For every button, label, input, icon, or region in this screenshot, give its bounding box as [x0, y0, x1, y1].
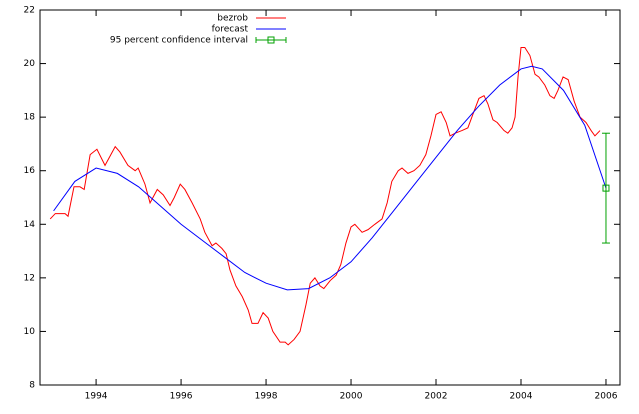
series-line	[53, 65, 607, 291]
x-tick-label: 1998	[255, 392, 278, 402]
x-tick-label: 2002	[425, 392, 448, 402]
plot-border	[39, 9, 621, 386]
x-tick-label: 2006	[595, 392, 618, 402]
x-tick-label: 1996	[170, 392, 193, 402]
x-tick-label: 2000	[340, 392, 363, 402]
y-tick-label: 12	[24, 273, 35, 283]
y-tick-label: 20	[24, 59, 36, 69]
y-tick-label: 8	[29, 381, 35, 391]
y-tick-label: 18	[24, 113, 36, 123]
y-tick-label: 10	[24, 327, 36, 337]
legend-marker	[267, 36, 275, 44]
point-marker	[602, 184, 610, 192]
y-tick-label: 16	[24, 166, 36, 176]
y-tick-label: 22	[24, 6, 35, 16]
x-tick-label: 1994	[85, 392, 108, 402]
legend-label: bezrob	[217, 14, 248, 24]
legend-label: forecast	[212, 25, 249, 35]
series-line	[49, 47, 601, 346]
y-tick-label: 14	[24, 220, 36, 230]
x-tick-label: 2004	[510, 392, 533, 402]
legend-label: 95 percent confidence interval	[110, 36, 248, 46]
